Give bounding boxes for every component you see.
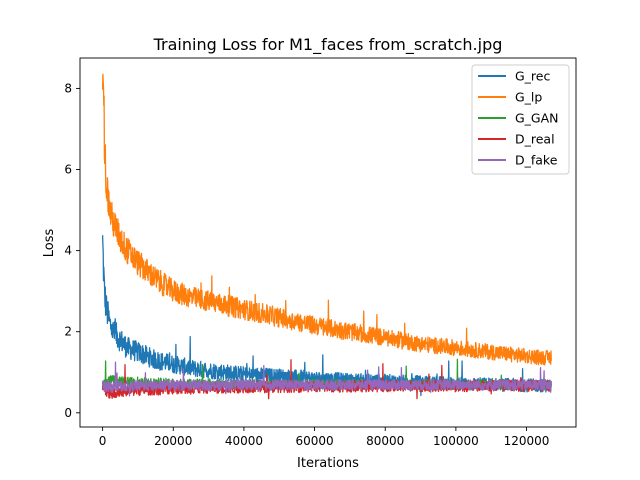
legend: G_rec G_lp G_GAN D_real D_fake — [471, 64, 570, 175]
x-tick-label: 80000 — [366, 434, 404, 448]
y-tick-label: 2 — [64, 325, 72, 339]
y-tick-label: 6 — [64, 163, 72, 177]
chart-title: Training Loss for M1_faces from_scratch.… — [153, 35, 503, 55]
series-line-g-lp — [101, 73, 552, 366]
x-tick-label: 40000 — [225, 434, 263, 448]
legend-label: G_lp — [515, 90, 542, 105]
legend-label: D_real — [515, 132, 555, 147]
x-tick-label: 0 — [99, 434, 107, 448]
y-tick-label: 4 — [64, 244, 72, 258]
series-line-d-fake — [101, 361, 552, 397]
x-tick-label: 100000 — [433, 434, 479, 448]
y-axis-label: Loss — [42, 229, 57, 258]
y-tick-label: 8 — [64, 81, 72, 95]
x-tick-label: 60000 — [295, 434, 333, 448]
plot-lines — [101, 73, 552, 400]
axes-frame — [79, 57, 577, 428]
legend-label: D_fake — [515, 153, 558, 168]
x-tick-label: 20000 — [154, 434, 192, 448]
legend-box — [471, 64, 570, 175]
legend-label: G_GAN — [515, 111, 559, 126]
y-tick-label: 0 — [64, 406, 72, 420]
x-axis: 0 20000 40000 60000 80000 100000 120000 — [99, 427, 550, 448]
y-axis: 0 2 4 6 8 — [64, 81, 80, 420]
x-axis-label: Iterations — [297, 456, 359, 471]
x-tick-label: 120000 — [504, 434, 550, 448]
legend-label: G_rec — [515, 69, 550, 84]
